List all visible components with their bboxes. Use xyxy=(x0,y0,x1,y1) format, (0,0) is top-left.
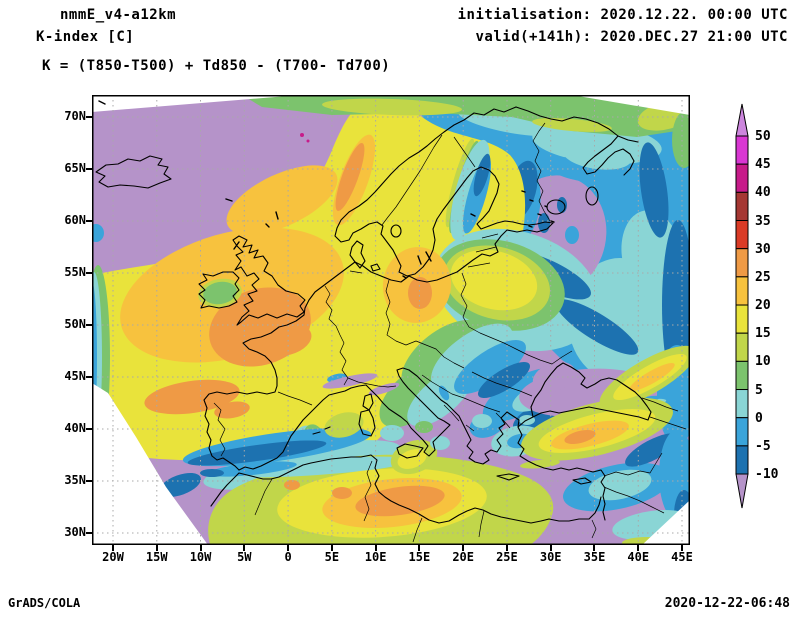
init-time-label: initialisation: 2020.12.22. 00:00 UTC xyxy=(457,7,788,23)
contour-fill-layer xyxy=(92,95,690,545)
lon-tick-label: 45E xyxy=(671,550,693,564)
lat-tick-mark xyxy=(86,532,92,534)
colorbar-block xyxy=(735,389,749,419)
lon-tick-label: 15E xyxy=(408,550,431,564)
map-plot-area xyxy=(92,95,690,545)
lon-tick-mark xyxy=(681,545,683,551)
lon-tick-label: 40E xyxy=(627,550,650,564)
lat-tick-label: 30N xyxy=(64,525,86,539)
lon-tick-label: 20W xyxy=(102,550,124,564)
lon-tick-mark xyxy=(418,545,421,551)
lon-tick-label: 25E xyxy=(496,550,518,564)
lat-tick-label: 35N xyxy=(64,473,86,487)
lat-tick-mark xyxy=(86,428,92,430)
lon-tick-label: 20E xyxy=(452,550,474,564)
colorbar-block xyxy=(735,220,749,250)
colorbar-top-arrow xyxy=(735,103,749,137)
graticule-gridlines xyxy=(92,95,690,545)
domain-boundary-mask xyxy=(92,95,690,545)
lon-tick-label: 10E xyxy=(364,550,387,564)
contour-map xyxy=(92,95,690,545)
colorbar-tick-label: 10 xyxy=(755,354,771,370)
colorbar-block xyxy=(735,304,749,334)
grads-credit-label: GrADS/COLA xyxy=(8,596,81,610)
valid-time-label: valid(+141h): 2020.DEC.27 21:00 UTC xyxy=(475,29,788,45)
lon-tick-mark xyxy=(155,545,158,551)
colorbar-tick-label: 15 xyxy=(755,326,771,342)
colorbar-tick-label: 20 xyxy=(755,298,771,314)
lon-tick-label: 5W xyxy=(237,550,252,564)
colorbar-block xyxy=(735,135,749,165)
country-borders-layer xyxy=(213,122,687,543)
lat-tick-mark xyxy=(86,272,92,274)
colorbar-legend: 50 45 40 35 30 25 20 15 10 5 0 -5 -10 xyxy=(733,98,795,514)
colorbar-svg xyxy=(735,103,749,509)
lon-tick-mark xyxy=(549,545,552,551)
lon-tick-label: 0 xyxy=(284,550,292,564)
lon-tick-mark xyxy=(243,545,246,551)
lon-tick-mark xyxy=(199,545,202,551)
lat-tick-label: 50N xyxy=(64,317,86,331)
lat-tick-mark xyxy=(86,324,92,326)
lon-tick-mark xyxy=(462,545,465,551)
colorbar-bottom-arrow xyxy=(735,473,749,509)
map-frame-border xyxy=(92,95,690,545)
formula-label: K = (T850-T500) + Td850 - (T700- Td700) xyxy=(42,58,391,74)
colorbar-tick-label: -5 xyxy=(755,438,771,454)
colorbar-block xyxy=(735,360,749,391)
creation-timestamp: 2020-12-22-06:48 xyxy=(664,596,790,611)
small-islands-layer xyxy=(98,100,555,279)
variable-title: K-index [C] xyxy=(36,29,135,45)
lat-tick-label: 70N xyxy=(64,109,86,123)
lon-tick-label: 5E xyxy=(324,550,340,564)
lon-tick-mark xyxy=(287,545,290,551)
lat-tick-mark xyxy=(86,376,92,378)
model-title: nmmE_v4-a12km xyxy=(60,7,177,23)
lat-tick-label: 55N xyxy=(64,265,86,279)
colorbar-block xyxy=(735,332,749,362)
lat-tick-label: 40N xyxy=(64,421,86,435)
colorbar-block xyxy=(735,248,749,278)
lat-tick-mark xyxy=(86,480,92,482)
lon-tick-label: 15W xyxy=(145,550,168,564)
lat-tick-mark xyxy=(86,220,92,222)
lon-tick-label: 30E xyxy=(539,550,562,564)
colorbar-tick-label: 25 xyxy=(755,269,771,285)
lon-tick-mark xyxy=(505,545,508,551)
lat-tick-mark xyxy=(86,168,92,170)
lon-tick-label: 10W xyxy=(189,550,212,564)
colorbar-tick-label: 45 xyxy=(755,157,771,173)
lon-tick-label: 35E xyxy=(583,550,606,564)
colorbar-tick-label: 50 xyxy=(755,129,771,144)
lon-tick-mark xyxy=(330,545,333,551)
colorbar-block xyxy=(735,445,749,475)
lat-tick-mark xyxy=(86,116,92,118)
colorbar-block xyxy=(735,417,749,447)
colorbar-block xyxy=(735,191,749,222)
colorbar-block xyxy=(735,163,749,193)
lat-tick-label: 60N xyxy=(64,213,86,227)
colorbar-tick-label: 30 xyxy=(755,241,771,257)
lat-tick-label: 45N xyxy=(64,369,86,383)
lat-tick-label: 65N xyxy=(64,161,86,175)
colorbar-tick-label: 35 xyxy=(755,213,771,229)
colorbar-tick-label: 5 xyxy=(755,382,763,398)
colorbar-tick-label: -10 xyxy=(755,467,779,483)
lon-tick-mark xyxy=(112,545,114,551)
lon-tick-mark xyxy=(637,545,640,551)
lon-tick-mark xyxy=(593,545,596,551)
colorbar-tick-label: 0 xyxy=(755,410,763,426)
colorbar-block xyxy=(735,276,749,306)
lon-tick-mark xyxy=(374,545,377,551)
colorbar-tick-label: 40 xyxy=(755,185,771,201)
